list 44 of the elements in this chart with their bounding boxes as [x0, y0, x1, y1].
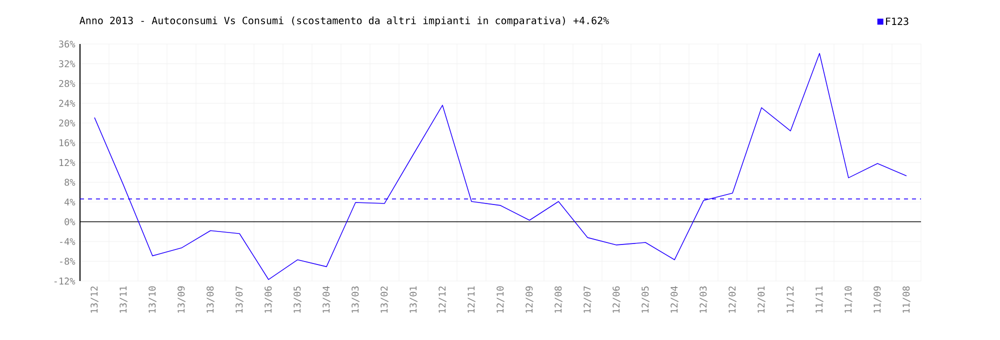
y-tick-label: 28% [59, 80, 76, 88]
x-tick-label: 13/10 [148, 286, 156, 313]
x-tick-label: 11/10 [844, 286, 852, 313]
x-tick-label: 12/08 [554, 286, 562, 313]
x-tick-label: 11/12 [786, 286, 794, 313]
x-tick-label: 12/04 [670, 286, 678, 313]
y-tick-label: 36% [59, 40, 76, 48]
x-tick-label: 13/04 [322, 286, 330, 313]
x-tick-label: 11/09 [874, 286, 882, 313]
x-tick-label: 12/09 [526, 286, 534, 313]
y-tick-label: 24% [59, 100, 76, 107]
y-tick-label: 0% [64, 218, 76, 226]
x-tick-label: 13/02 [380, 286, 388, 313]
legend-label: F123 [886, 18, 908, 26]
x-tick-label: 13/03 [352, 286, 360, 313]
y-tick-label: -4% [60, 238, 76, 245]
x-tick-label: 13/05 [294, 286, 302, 313]
x-tick-label: 12/03 [700, 286, 708, 313]
x-tick-label: 12/02 [728, 286, 736, 313]
y-tick-label: 32% [59, 60, 76, 68]
y-tick-label: 4% [64, 198, 76, 206]
x-tick-label: 12/06 [612, 286, 620, 313]
x-tick-label: 13/06 [264, 286, 272, 313]
y-tick-label: 12% [60, 159, 76, 166]
x-tick-label: 12/12 [438, 286, 446, 313]
y-tick-label: 8% [64, 178, 76, 186]
x-tick-label: 13/01 [410, 286, 418, 313]
x-tick-label: 13/09 [178, 286, 186, 313]
x-tick-label: 12/07 [584, 286, 592, 313]
y-tick-label: 16% [60, 139, 76, 146]
x-tick-label: 12/01 [758, 286, 766, 313]
x-tick-label: 11/08 [902, 286, 910, 313]
x-tick-label: 11/11 [816, 286, 824, 313]
x-tick-label: 12/11 [468, 286, 476, 313]
y-tick-label: -8% [60, 258, 76, 265]
x-tick-label: 12/05 [642, 286, 650, 313]
x-tick-label: 13/08 [206, 286, 214, 313]
chart-title: Anno 2013 - Autoconsumi Vs Consumi (scostamento da altri impianti in comparativa) +4.62% [80, 16, 609, 26]
x-tick-label: 13/11 [120, 286, 128, 313]
y-tick-label: -12% [54, 278, 76, 284]
x-tick-label: 13/12 [90, 286, 98, 313]
y-tick-label: 20% [59, 119, 76, 127]
x-tick-label: 12/10 [496, 286, 504, 313]
x-tick-label: 13/07 [236, 286, 244, 313]
